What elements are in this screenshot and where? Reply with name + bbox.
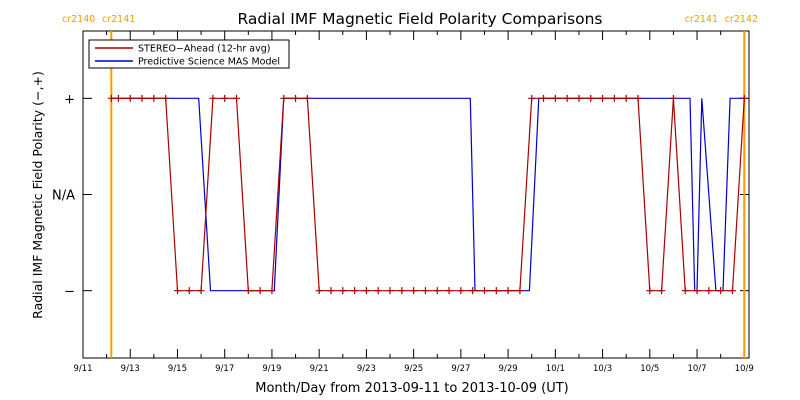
stereo-ahead-point bbox=[634, 94, 642, 102]
x-tick-label: 9/25 bbox=[404, 364, 423, 374]
stereo-ahead-point bbox=[362, 287, 370, 295]
stereo-ahead-point bbox=[492, 287, 500, 295]
stereo-ahead-point bbox=[740, 94, 748, 102]
stereo-ahead-point bbox=[162, 94, 170, 102]
y-tick-label: N/A bbox=[52, 189, 75, 204]
stereo-ahead-point bbox=[587, 94, 595, 102]
y-tick-label: − bbox=[64, 285, 75, 300]
x-tick-label: 10/1 bbox=[546, 364, 565, 374]
stereo-ahead-point bbox=[374, 287, 382, 295]
stereo-ahead-point bbox=[386, 287, 394, 295]
rotation-label: cr2141 bbox=[685, 14, 718, 25]
chart-title: Radial IMF Magnetic Field Polarity Compa… bbox=[237, 10, 602, 28]
series-layer bbox=[107, 94, 748, 295]
stereo-ahead-point bbox=[717, 287, 725, 295]
stereo-ahead-point bbox=[669, 94, 677, 102]
rotation-label: cr2140 bbox=[62, 14, 95, 25]
stereo-ahead-point bbox=[516, 287, 524, 295]
stereo-ahead-point bbox=[244, 287, 252, 295]
stereo-ahead-point bbox=[693, 287, 701, 295]
stereo-ahead-point bbox=[575, 94, 583, 102]
legend: STEREO−Ahead (12-hr avg) Predictive Scien… bbox=[88, 39, 290, 69]
stereo-ahead-point bbox=[150, 94, 158, 102]
stereo-ahead-point bbox=[280, 94, 288, 102]
rotation-label: cr2142 bbox=[725, 14, 758, 25]
x-tick-label: 10/5 bbox=[640, 364, 659, 374]
stereo-ahead-point bbox=[138, 94, 146, 102]
stereo-ahead-point bbox=[504, 287, 512, 295]
stereo-ahead-point bbox=[173, 287, 181, 295]
mas-model-line bbox=[111, 97, 745, 292]
stereo-ahead-point bbox=[126, 94, 134, 102]
stereo-ahead-point bbox=[351, 287, 359, 295]
stereo-ahead-point bbox=[292, 94, 300, 102]
stereo-ahead-point bbox=[681, 287, 689, 295]
x-tick-label: 9/11 bbox=[73, 364, 92, 374]
x-tick-label: 10/3 bbox=[593, 364, 612, 374]
stereo-ahead-point bbox=[233, 94, 241, 102]
stereo-ahead-point bbox=[433, 287, 441, 295]
stereo-ahead-point bbox=[610, 94, 618, 102]
x-tick-label: 9/13 bbox=[121, 364, 140, 374]
stereo-ahead-point bbox=[728, 287, 736, 295]
x-tick-label: 10/9 bbox=[735, 364, 754, 374]
stereo-ahead-point bbox=[339, 287, 347, 295]
legend-label: STEREO−Ahead (12-hr avg) bbox=[138, 44, 270, 55]
x-tick-label: 9/27 bbox=[451, 364, 470, 374]
stereo-ahead-point bbox=[107, 94, 115, 102]
stereo-ahead-point bbox=[457, 287, 465, 295]
stereo-ahead-point bbox=[646, 287, 654, 295]
stereo-ahead-point bbox=[421, 287, 429, 295]
stereo-ahead-point bbox=[209, 94, 217, 102]
axis-ticks: 9/11 9/13 9/15 9/17 9/19 9/21 9/23 9/25 9/27 9/29… bbox=[52, 31, 754, 374]
legend-box bbox=[88, 39, 290, 69]
stereo-ahead-point bbox=[469, 287, 477, 295]
legend-label: Predictive Science MAS Model bbox=[138, 57, 280, 68]
stereo-ahead-point bbox=[551, 94, 559, 102]
stereo-ahead-point bbox=[114, 94, 122, 102]
x-tick-label: 10/7 bbox=[687, 364, 706, 374]
stereo-ahead-line bbox=[111, 97, 745, 292]
x-tick-label: 9/15 bbox=[168, 364, 187, 374]
rotation-marker-labels: cr2142 cr2141 bbox=[685, 14, 758, 25]
x-tick-label: 9/17 bbox=[215, 364, 234, 374]
stereo-ahead-point bbox=[315, 287, 323, 295]
stereo-ahead-point bbox=[303, 94, 311, 102]
stereo-ahead-point bbox=[327, 287, 335, 295]
stereo-ahead-point bbox=[622, 94, 630, 102]
x-tick-label: 9/23 bbox=[357, 364, 376, 374]
stereo-ahead-point bbox=[197, 287, 205, 295]
stereo-ahead-point bbox=[658, 287, 666, 295]
stereo-ahead-point bbox=[540, 94, 548, 102]
carrington-markers: cr2140 cr2141 cr2142 cr2141 bbox=[62, 14, 758, 358]
stereo-ahead-point bbox=[445, 287, 453, 295]
stereo-ahead-point bbox=[268, 287, 276, 295]
stereo-ahead-point bbox=[528, 94, 536, 102]
x-tick-label: 9/19 bbox=[262, 364, 281, 374]
y-tick-label: + bbox=[64, 92, 75, 107]
rotation-marker-labels: cr2140 cr2141 bbox=[62, 14, 135, 25]
x-tick-label: 9/29 bbox=[499, 364, 518, 374]
y-axis-label: Radial IMF Magnetic Field Polarity (−,+) bbox=[30, 71, 45, 319]
stereo-ahead-point bbox=[480, 287, 488, 295]
x-axis-label: Month/Day from 2013-09-11 to 2013-10-09 … bbox=[255, 381, 568, 396]
stereo-ahead-point bbox=[599, 94, 607, 102]
stereo-ahead-point bbox=[563, 94, 571, 102]
plot-frame bbox=[82, 30, 750, 359]
stereo-ahead-point bbox=[221, 94, 229, 102]
stereo-ahead-point bbox=[410, 287, 418, 295]
stereo-ahead-point bbox=[398, 287, 406, 295]
rotation-label: cr2141 bbox=[102, 14, 135, 25]
x-tick-label: 9/21 bbox=[310, 364, 329, 374]
stereo-ahead-point bbox=[705, 287, 713, 295]
stereo-ahead-point bbox=[256, 287, 264, 295]
stereo-ahead-point bbox=[185, 287, 193, 295]
